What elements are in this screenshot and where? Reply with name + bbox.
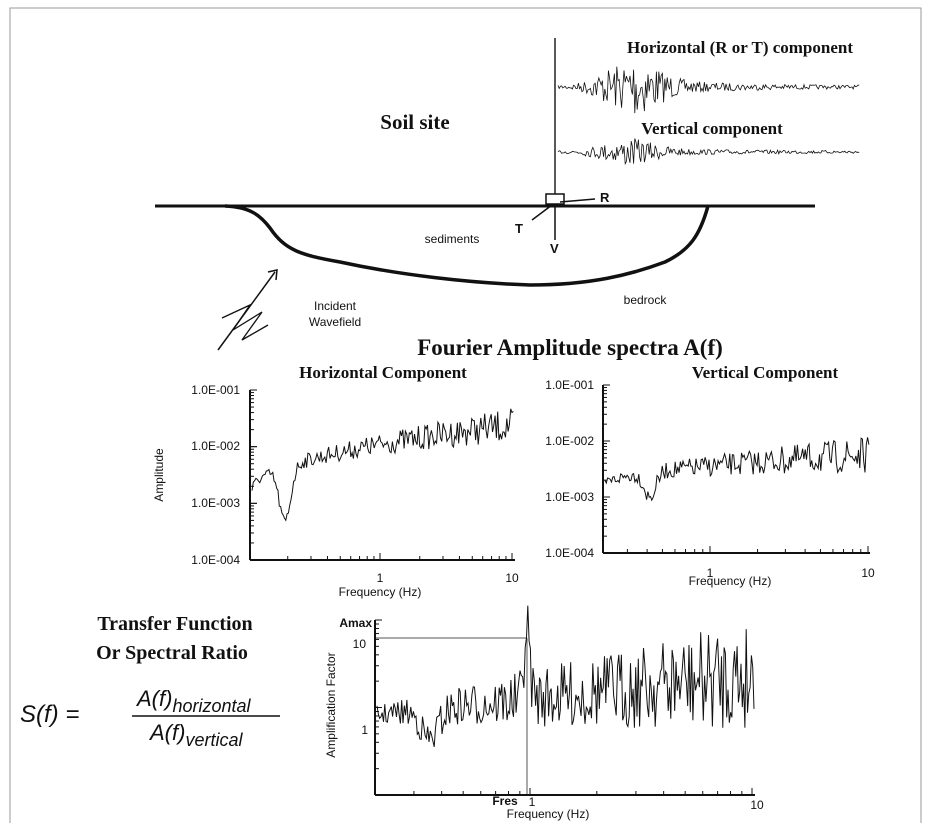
arrow-r <box>559 198 596 203</box>
formula-lhs: S(f) = <box>20 701 79 728</box>
y-tick-label: Amax <box>339 616 372 630</box>
denominator-sub: vertical <box>185 730 243 750</box>
y-tick-label: 1.0E-001 <box>545 378 594 392</box>
x-tick-label: Fres <box>492 794 518 808</box>
seismogram-trace <box>557 66 860 114</box>
x-tick-label: 1 <box>529 795 536 809</box>
seismogram-trace <box>557 138 860 166</box>
numerator: A(f) <box>135 686 172 711</box>
numerator-sub: horizontal <box>172 696 251 716</box>
transfer-title: Or Spectral Ratio <box>96 642 248 664</box>
vertical-spectrum-title: Vertical Component <box>692 363 839 382</box>
y-tick-label: 1.0E-003 <box>191 496 240 510</box>
frame <box>9 7 922 828</box>
sediments-label: sediments <box>425 232 480 246</box>
y-tick-label: 10 <box>353 637 367 651</box>
x-axis-label: Frequency (Hz) <box>689 574 772 588</box>
wave-front <box>221 303 269 341</box>
y-axis-label: Amplitude <box>152 448 166 502</box>
formula-denominator: A(f)vertical <box>148 720 243 750</box>
x-tick-label: 1 <box>707 566 714 580</box>
axis-t: T <box>515 221 523 236</box>
vertical-seismogram-label: Vertical component <box>641 119 783 138</box>
ratio-trace <box>376 605 755 748</box>
bedrock-label: bedrock <box>624 293 668 307</box>
transfer-title: Transfer Function <box>97 613 252 635</box>
spectra-title: Fourier Amplitude spectra A(f) <box>417 335 723 360</box>
formula-numerator: A(f)horizontal <box>135 686 252 716</box>
x-tick-label: 10 <box>861 566 875 580</box>
x-axis-label: Frequency (Hz) <box>507 807 590 821</box>
x-tick-label: 10 <box>750 798 764 812</box>
wave-arrow-head <box>267 269 278 281</box>
x-tick-label: 10 <box>505 571 519 585</box>
y-tick-label: 1.0E-003 <box>545 490 594 504</box>
horizontal-seismogram-label: Horizontal (R or T) component <box>627 38 853 57</box>
y-tick-label: 1.0E-002 <box>191 439 240 453</box>
y-tick-label: 1.0E-002 <box>545 434 594 448</box>
y-tick-label: 1.0E-004 <box>191 553 240 567</box>
y-tick-label: 1.0E-004 <box>545 546 594 560</box>
axis-v: V <box>550 241 559 256</box>
x-axis-label: Frequency (Hz) <box>339 585 422 599</box>
site-title: Soil site <box>380 110 449 134</box>
denominator: A(f) <box>148 720 185 745</box>
y-tick-label: 1 <box>361 723 368 737</box>
axis-r: R <box>600 190 610 205</box>
spectrum-trace <box>251 408 514 522</box>
incident-label: Incident <box>314 299 357 313</box>
arrow-t <box>531 204 553 221</box>
y-tick-label: 1.0E-001 <box>191 383 240 397</box>
y-axis-label: Amplification Factor <box>324 652 338 757</box>
incident-label: Wavefield <box>309 315 361 329</box>
station <box>545 193 565 205</box>
x-tick-label: 1 <box>377 571 384 585</box>
basin-boundary <box>224 204 710 287</box>
spectrum-trace <box>604 437 870 502</box>
horizontal-spectrum-title: Horizontal Component <box>299 363 467 382</box>
